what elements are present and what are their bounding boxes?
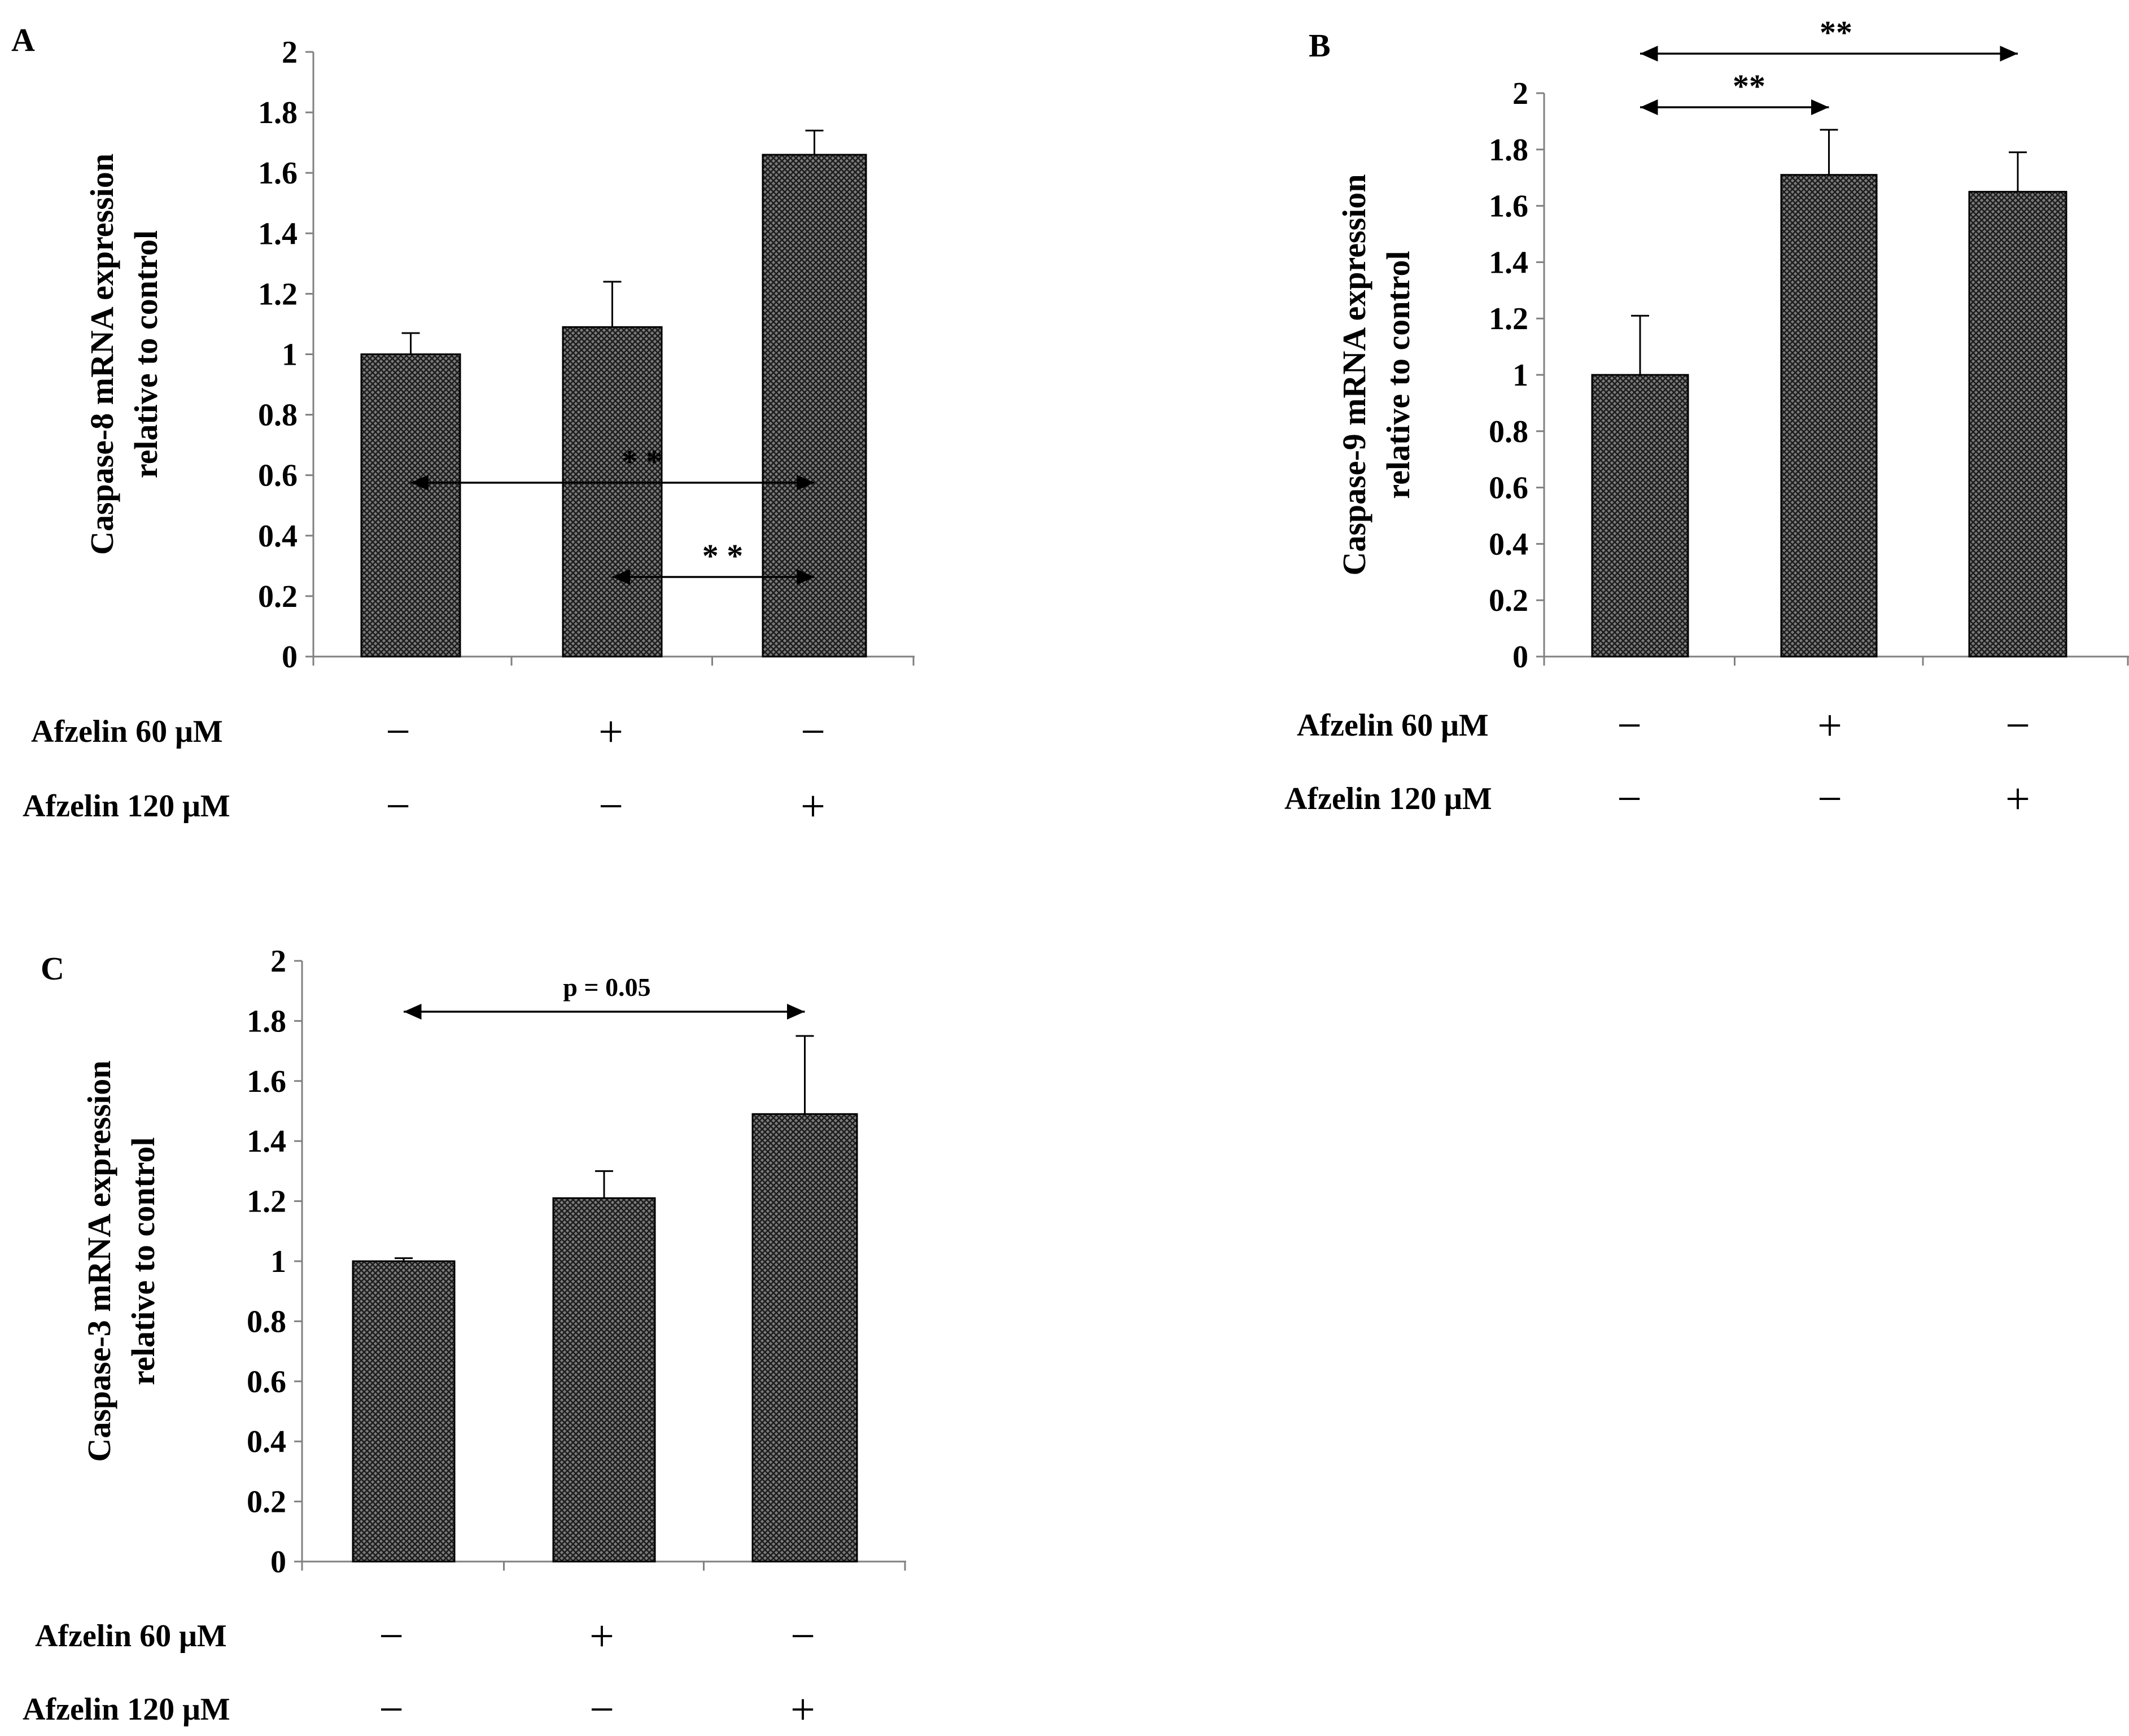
minus-sign: − [790,1611,815,1660]
minus-sign: − [598,781,623,830]
bar [360,353,461,658]
minus-sign: − [379,1611,404,1660]
y-tick-label: 1.2 [247,1184,286,1219]
y-tick-label: 0.2 [247,1485,286,1520]
plus-sign: + [790,1685,815,1734]
bar [751,1113,858,1563]
bar [352,1260,456,1563]
y-tick-label: 1.8 [1489,133,1528,168]
condition-label: Afzelin 60 μM [31,714,223,749]
minus-sign: − [386,781,410,830]
y-tick-label: 0.4 [258,519,298,554]
plus-sign: + [2005,774,2030,823]
y-tick-label: 0.8 [1489,414,1528,449]
y-tick-label: 0.6 [1489,471,1528,506]
panel-letter: B [1309,27,1331,64]
bar [1591,374,1689,658]
y-axis-label: relative to control [1380,251,1417,499]
condition-label: Afzelin 60 μM [1297,708,1489,743]
y-tick-label: 0.8 [258,398,298,433]
y-tick-label: 1.2 [1489,301,1528,336]
y-tick-label: 1 [270,1244,286,1279]
panel-a: A 0 0.2 0.4 0.6 0.8 1 1.2 1.4 1.6 1.8 2 Caspase-8 mR… [11,21,915,830]
y-tick-label: 1.8 [258,95,298,130]
bar [552,1197,656,1563]
significance-label: p = 0.05 [563,973,650,1002]
condition-label: Afzelin 120 μM [23,1692,230,1727]
plus-sign: + [801,781,825,830]
minus-sign: − [2005,701,2030,750]
y-tick-label: 1.6 [1489,189,1528,224]
y-axis-label: relative to control [128,230,164,478]
y-tick-label: 1.4 [258,216,298,251]
y-tick-label: 1 [1512,358,1528,393]
y-tick-label: 1.2 [258,277,298,312]
minus-sign: − [589,1685,614,1734]
minus-sign: − [1817,774,1842,823]
y-tick-label: 0.8 [247,1304,286,1339]
y-tick-label: 0.4 [1489,527,1528,562]
y-tick-label: 2 [282,35,298,70]
significance-label: ** [1733,68,1765,104]
significance-label: ** [1820,14,1852,51]
y-tick-label: 0 [270,1545,286,1580]
y-tick-label: 0 [282,640,298,675]
significance-label: * * [622,443,663,480]
bar [562,326,663,658]
y-tick-label: 2 [1512,76,1528,111]
y-axis-label: Caspase-9 mRNA expression [1336,174,1372,575]
y-tick-label: 0.2 [258,579,298,614]
condition-label: Afzelin 60 μM [35,1619,227,1654]
y-axis-label: relative to control [125,1137,161,1385]
y-tick-label: 2 [270,944,286,979]
minus-sign: − [1617,701,1642,750]
minus-sign: − [386,707,410,756]
minus-sign: − [1617,774,1642,823]
y-axis-label: Caspase-8 mRNA expression [84,154,120,555]
bar [1780,174,1878,658]
condition-label: Afzelin 120 μM [1284,781,1492,816]
bar [1968,191,2067,658]
panel-c: C 0 0.2 0.4 0.6 0.8 1 1.2 1.4 1.6 1.8 2 Caspase-3 mR… [23,944,906,1734]
y-tick-label: 1.8 [247,1004,286,1039]
y-tick-label: 0.4 [247,1424,286,1459]
panel-letter: A [11,21,35,58]
y-tick-label: 0.6 [247,1365,286,1400]
panel-b: B 0 0.2 0.4 0.6 0.8 1 1.2 1.4 1.6 1.8 2 Caspase-9 mR… [1284,14,2129,823]
minus-sign: − [801,707,825,756]
y-tick-label: 1.6 [258,156,298,191]
condition-label: Afzelin 120 μM [23,789,230,824]
y-axis-label: Caspase-3 mRNA expression [81,1060,117,1462]
y-tick-label: 0 [1512,640,1528,675]
plus-sign: + [598,707,623,756]
plus-sign: + [1817,701,1842,750]
y-tick-label: 0.2 [1489,583,1528,618]
significance-label: * * [702,537,744,574]
y-tick-label: 1.4 [1489,245,1528,280]
y-tick-label: 1.6 [247,1064,286,1099]
y-tick-label: 1.4 [247,1124,286,1159]
y-tick-label: 0.6 [258,458,298,493]
panel-letter: C [41,950,64,987]
bar [762,154,867,658]
y-tick-label: 1 [282,338,298,373]
plus-sign: + [589,1611,614,1660]
minus-sign: − [379,1685,404,1734]
